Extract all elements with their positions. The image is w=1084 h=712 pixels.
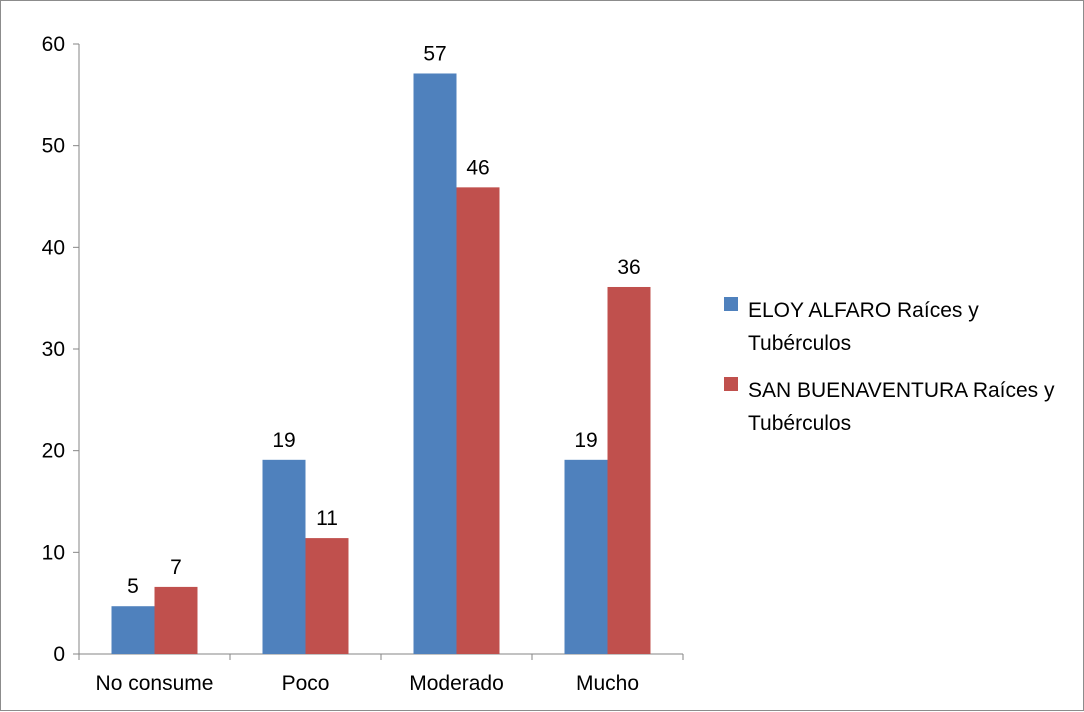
bar xyxy=(607,286,651,654)
y-axis: 0 10 20 30 40 50 60 xyxy=(42,33,80,666)
x-category-label: No consume xyxy=(96,672,214,695)
y-tick-label: 0 xyxy=(53,643,65,666)
data-label: 5 xyxy=(127,575,139,598)
y-tick-label: 10 xyxy=(42,541,65,564)
data-label: 36 xyxy=(617,256,640,279)
y-tick-label: 20 xyxy=(42,440,65,463)
legend-label: SAN BUENAVENTURA Raíces y xyxy=(748,379,1055,402)
y-tick-label: 60 xyxy=(42,33,65,56)
y-tick-label: 50 xyxy=(42,135,65,158)
legend-swatch xyxy=(724,377,738,391)
legend-label: Tubérculos xyxy=(748,332,851,355)
bar xyxy=(262,459,306,654)
bar xyxy=(564,459,608,654)
x-category-label: Mucho xyxy=(576,672,639,695)
x-axis: No consume Poco Moderado Mucho xyxy=(78,653,684,695)
bar xyxy=(154,586,198,654)
bar xyxy=(305,538,349,654)
x-category-label: Poco xyxy=(282,672,330,695)
data-label: 19 xyxy=(574,429,597,452)
data-label: 7 xyxy=(170,556,182,579)
bar xyxy=(456,187,500,654)
data-labels: 5 19 57 19 7 11 46 36 xyxy=(127,42,641,598)
bars xyxy=(111,73,651,654)
data-label: 11 xyxy=(316,507,338,530)
x-category-label: Moderado xyxy=(409,672,504,695)
y-tick-label: 30 xyxy=(42,338,65,361)
data-label: 57 xyxy=(423,42,446,65)
y-tick-label: 40 xyxy=(42,236,65,259)
legend-label: Tubérculos xyxy=(748,412,851,435)
legend: ELOY ALFARO Raíces y Tubérculos SAN BUENAV… xyxy=(724,297,1055,435)
data-label: 19 xyxy=(272,429,295,452)
legend-swatch xyxy=(724,297,738,311)
legend-label: ELOY ALFARO Raíces y xyxy=(748,299,979,322)
bar xyxy=(413,73,457,654)
data-label: 46 xyxy=(466,156,489,179)
bar xyxy=(111,606,155,654)
